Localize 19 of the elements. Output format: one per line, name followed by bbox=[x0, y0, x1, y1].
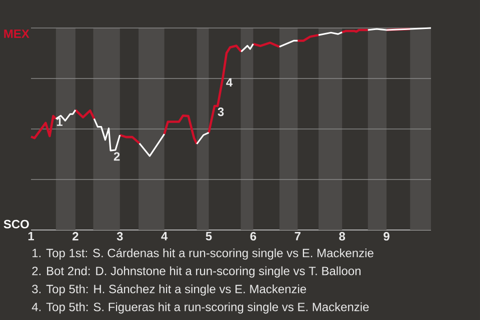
x-tick-label: 7 bbox=[294, 232, 300, 240]
x-tick-label: 3 bbox=[116, 232, 123, 241]
text: SCO bbox=[4, 220, 29, 228]
text: 1. Top 1st: S. Cárdenas hit a run-scoring single vs E. Mackenzie bbox=[32, 248, 374, 260]
x-tick-label: 9 bbox=[384, 232, 390, 241]
annotation: 4 bbox=[226, 78, 233, 87]
annotation: 3 bbox=[218, 108, 224, 116]
x-tick-label: 5 bbox=[206, 232, 212, 240]
x-tick-label: 4 bbox=[161, 232, 168, 240]
x-tick-label: 6 bbox=[250, 232, 256, 241]
text: 4. Top 5th: S. Figueras hit a run-scoring single vs E. Mackenzie bbox=[32, 302, 369, 314]
text: 3. Top 5th: H. Sánchez hit a single vs E. Mackenzie bbox=[32, 284, 306, 296]
x-tick-label: 8 bbox=[339, 232, 346, 241]
annotation: 1 bbox=[56, 118, 62, 126]
x-tick-label: 2 bbox=[72, 232, 78, 240]
text: 2. Bot 2nd: D. Johnstone hit a run-scoring single vs T. Balloon bbox=[32, 266, 361, 278]
annotation: 2 bbox=[114, 152, 120, 161]
x-tick-label: 1 bbox=[28, 232, 34, 240]
text: MEX bbox=[4, 30, 30, 38]
